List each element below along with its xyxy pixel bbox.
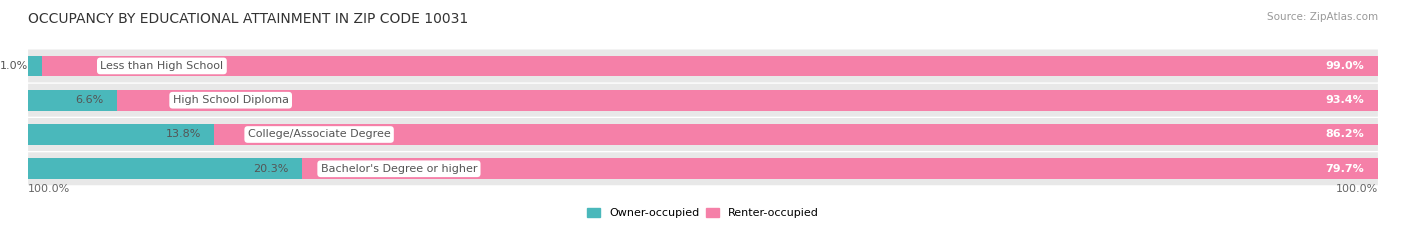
Text: 86.2%: 86.2% bbox=[1326, 130, 1364, 140]
Text: 100.0%: 100.0% bbox=[28, 184, 70, 194]
Text: 79.7%: 79.7% bbox=[1326, 164, 1364, 174]
Bar bbox=[42, 56, 1378, 76]
Text: College/Associate Degree: College/Associate Degree bbox=[247, 130, 391, 140]
FancyBboxPatch shape bbox=[28, 116, 1378, 119]
Text: 13.8%: 13.8% bbox=[166, 130, 201, 140]
FancyBboxPatch shape bbox=[28, 118, 1378, 151]
Text: 100.0%: 100.0% bbox=[1336, 184, 1378, 194]
FancyBboxPatch shape bbox=[28, 150, 1378, 154]
Text: 99.0%: 99.0% bbox=[1326, 61, 1364, 71]
Bar bbox=[28, 158, 302, 179]
Bar bbox=[302, 158, 1378, 179]
Bar bbox=[28, 124, 214, 145]
Text: Source: ZipAtlas.com: Source: ZipAtlas.com bbox=[1267, 12, 1378, 22]
FancyBboxPatch shape bbox=[28, 84, 1378, 117]
Bar bbox=[117, 90, 1378, 110]
Text: OCCUPANCY BY EDUCATIONAL ATTAINMENT IN ZIP CODE 10031: OCCUPANCY BY EDUCATIONAL ATTAINMENT IN Z… bbox=[28, 12, 468, 26]
FancyBboxPatch shape bbox=[28, 152, 1378, 185]
Text: Less than High School: Less than High School bbox=[100, 61, 224, 71]
Text: 1.0%: 1.0% bbox=[0, 61, 28, 71]
Bar bbox=[28, 56, 42, 76]
Text: High School Diploma: High School Diploma bbox=[173, 95, 288, 105]
Legend: Owner-occupied, Renter-occupied: Owner-occupied, Renter-occupied bbox=[586, 208, 820, 218]
FancyBboxPatch shape bbox=[28, 81, 1378, 85]
Bar bbox=[28, 90, 117, 110]
FancyBboxPatch shape bbox=[28, 49, 1378, 82]
Text: 20.3%: 20.3% bbox=[253, 164, 288, 174]
Text: Bachelor's Degree or higher: Bachelor's Degree or higher bbox=[321, 164, 477, 174]
Text: 6.6%: 6.6% bbox=[76, 95, 104, 105]
Bar bbox=[214, 124, 1378, 145]
Text: 93.4%: 93.4% bbox=[1326, 95, 1364, 105]
